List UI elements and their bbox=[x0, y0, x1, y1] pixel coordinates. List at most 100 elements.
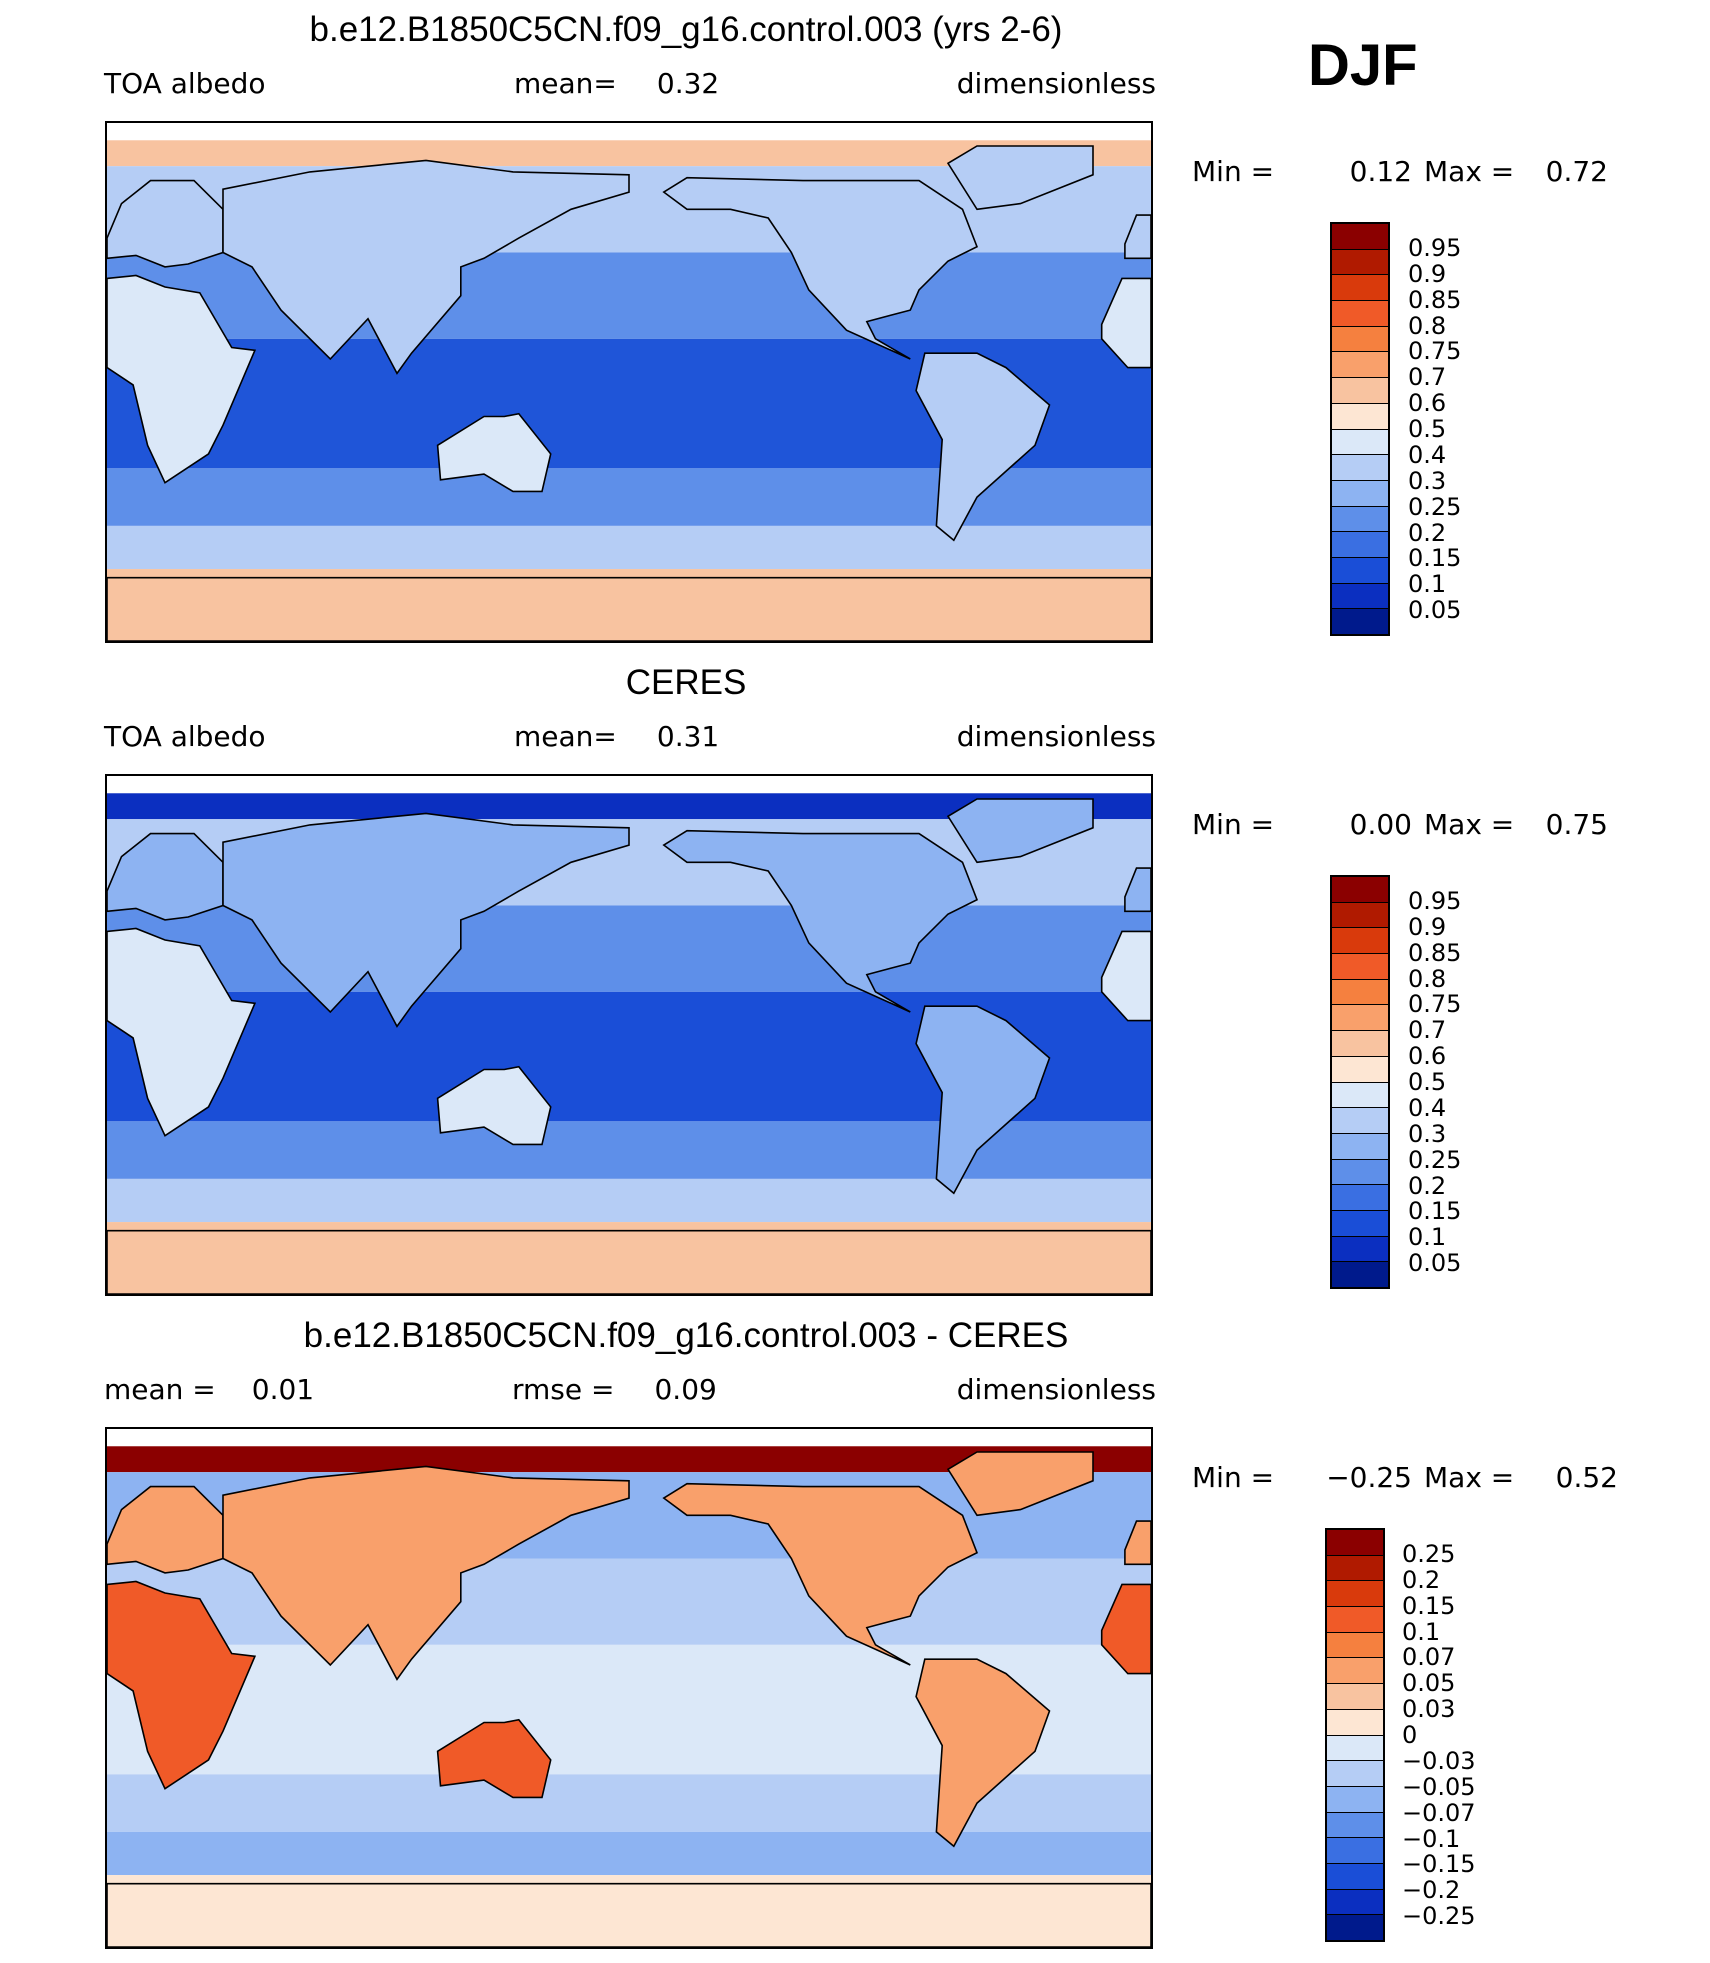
colorbar-tick-label: 0.05 bbox=[1408, 1249, 1462, 1278]
asia-shape bbox=[222, 159, 630, 375]
colorbar-swatch bbox=[1332, 403, 1388, 430]
africa-west bbox=[1100, 930, 1151, 1022]
colorbar-tick-label: 0.95 bbox=[1408, 233, 1462, 262]
world-map bbox=[107, 1429, 1151, 1947]
rmse-key: rmse = bbox=[512, 1373, 615, 1406]
units-label: dimensionless bbox=[956, 1373, 1156, 1406]
south-america-shape bbox=[915, 1005, 1051, 1195]
colorbar-tick-label: 0.2 bbox=[1408, 518, 1447, 547]
colorbar-tick-label: 0.25 bbox=[1408, 492, 1462, 521]
australia-shape bbox=[436, 412, 552, 493]
min-value: −0.25 bbox=[1326, 1461, 1412, 1494]
colorbar-swatch bbox=[1332, 979, 1388, 1006]
colorbar-tick-label: 0.1 bbox=[1408, 1223, 1447, 1252]
max-value: 0.75 bbox=[1545, 808, 1608, 841]
world-map bbox=[107, 123, 1151, 641]
season-label: DJF bbox=[1308, 33, 1418, 98]
min-label: Min = bbox=[1192, 1461, 1275, 1494]
colorbar-tick-label: 0.9 bbox=[1408, 912, 1447, 941]
antarctica-shape bbox=[107, 1229, 1151, 1294]
colorbar-tick-label: 0.75 bbox=[1408, 990, 1462, 1019]
colorbar-swatch bbox=[1327, 1786, 1383, 1813]
colorbar-swatch bbox=[1332, 532, 1388, 558]
max-label: Max = bbox=[1424, 808, 1515, 841]
mean-key: mean= bbox=[514, 720, 617, 753]
mean-value: 0.32 bbox=[656, 67, 720, 100]
colorbar-tick-label: −0.1 bbox=[1402, 1824, 1461, 1853]
colorbar-tick-label: 0.07 bbox=[1402, 1643, 1456, 1672]
colorbar-swatch bbox=[1327, 1735, 1383, 1762]
colorbar-swatch bbox=[1332, 378, 1388, 404]
colorbar-swatch bbox=[1332, 1210, 1388, 1237]
africa-shape bbox=[107, 274, 257, 484]
colorbar-swatch bbox=[1327, 1863, 1383, 1890]
colorbar-swatch bbox=[1327, 1581, 1383, 1608]
colorbar-swatch bbox=[1332, 557, 1388, 584]
colorbar-tick-label: −0.05 bbox=[1402, 1772, 1476, 1801]
mean-value: 0.01 bbox=[251, 1373, 315, 1406]
colorbar-tick-label: −0.25 bbox=[1402, 1902, 1476, 1931]
colorbar-tick-label: 0.3 bbox=[1408, 466, 1447, 495]
africa-shape bbox=[107, 1580, 257, 1790]
colorbar-swatch bbox=[1327, 1632, 1383, 1659]
colorbar-swatch bbox=[1332, 224, 1388, 250]
colorbar-tick-label: 0.6 bbox=[1408, 389, 1447, 418]
south-america-shape bbox=[915, 1658, 1051, 1848]
colorbar-tick-label: 0.8 bbox=[1408, 964, 1447, 993]
panel-difference: b.e12.B1850C5CN.f09_g16.control.003 - CE… bbox=[0, 1306, 1710, 1960]
colorbar-swatch bbox=[1332, 480, 1388, 507]
africa-shape bbox=[107, 927, 257, 1137]
north-america-shape bbox=[662, 829, 979, 1013]
south-america-shape bbox=[915, 352, 1051, 542]
mean-key: mean= bbox=[514, 67, 617, 100]
colorbar-tick-label: 0.75 bbox=[1408, 337, 1462, 366]
antarctica-shape bbox=[107, 576, 1151, 641]
colorbar-labels: 0.95 0.9 0.85 0.8 0.75 0.7 0.6 0.5 0.4 0.3 0.25 0.2… bbox=[1400, 222, 1520, 636]
panel-title: b.e12.B1850C5CN.f09_g16.control.003 (yrs… bbox=[309, 10, 1063, 49]
mean-value: 0.31 bbox=[656, 720, 720, 753]
colorbar-tick-label: 0.8 bbox=[1408, 311, 1447, 340]
colorbar-tick-label: 0.85 bbox=[1408, 938, 1462, 967]
min-value: 0.12 bbox=[1349, 155, 1412, 188]
units-label: dimensionless bbox=[956, 67, 1156, 100]
top-band bbox=[107, 123, 1151, 141]
top-band bbox=[107, 1429, 1151, 1447]
colorbar-swatch bbox=[1327, 1530, 1383, 1556]
colorbar-tick-label: 0.05 bbox=[1402, 1669, 1456, 1698]
min-value: 0.00 bbox=[1349, 808, 1412, 841]
colorbar-swatch bbox=[1332, 506, 1388, 533]
max-value: 0.52 bbox=[1555, 1461, 1618, 1494]
variable-label: TOA albedo bbox=[104, 67, 266, 100]
panel-ceres: CERES TOA albedo mean= 0.31 dimensionless… bbox=[0, 653, 1710, 1307]
colorbar-swatch bbox=[1332, 1082, 1388, 1109]
units-label: dimensionless bbox=[956, 720, 1156, 753]
colorbar-tick-label: 0.7 bbox=[1408, 363, 1447, 392]
map-frame bbox=[105, 121, 1153, 643]
rmse-value: 0.09 bbox=[654, 1373, 717, 1406]
colorbar-swatch bbox=[1327, 1607, 1383, 1633]
colorbar-swatch bbox=[1332, 583, 1388, 610]
colorbar-swatch bbox=[1332, 326, 1388, 353]
colorbar-tick-label: 0.2 bbox=[1402, 1565, 1441, 1594]
colorbar-swatch bbox=[1332, 1108, 1388, 1134]
north-america-shape bbox=[662, 1482, 979, 1666]
colorbar-swatch bbox=[1332, 954, 1388, 980]
europe-west bbox=[1124, 867, 1151, 913]
africa-west bbox=[1100, 277, 1151, 369]
mean-label: mean= 0.31 bbox=[514, 719, 719, 755]
mean-label: mean= 0.32 bbox=[514, 66, 719, 102]
colorbar-swatch bbox=[1332, 1133, 1388, 1160]
colorbar-swatch bbox=[1332, 902, 1388, 929]
colorbar-tick-label: 0.25 bbox=[1402, 1539, 1456, 1568]
colorbar-swatch bbox=[1332, 1185, 1388, 1211]
colorbar-swatch bbox=[1327, 1555, 1383, 1582]
colorbar-swatch bbox=[1332, 249, 1388, 276]
panel-title: CERES bbox=[625, 663, 747, 702]
colorbar-swatch bbox=[1332, 1262, 1388, 1287]
rmse-label: rmse = 0.09 bbox=[512, 1372, 717, 1408]
world-map bbox=[107, 776, 1151, 1294]
colorbar-swatch bbox=[1327, 1709, 1383, 1736]
africa-west bbox=[1100, 1583, 1151, 1675]
colorbar bbox=[1330, 222, 1390, 636]
asia-shape bbox=[222, 812, 630, 1028]
